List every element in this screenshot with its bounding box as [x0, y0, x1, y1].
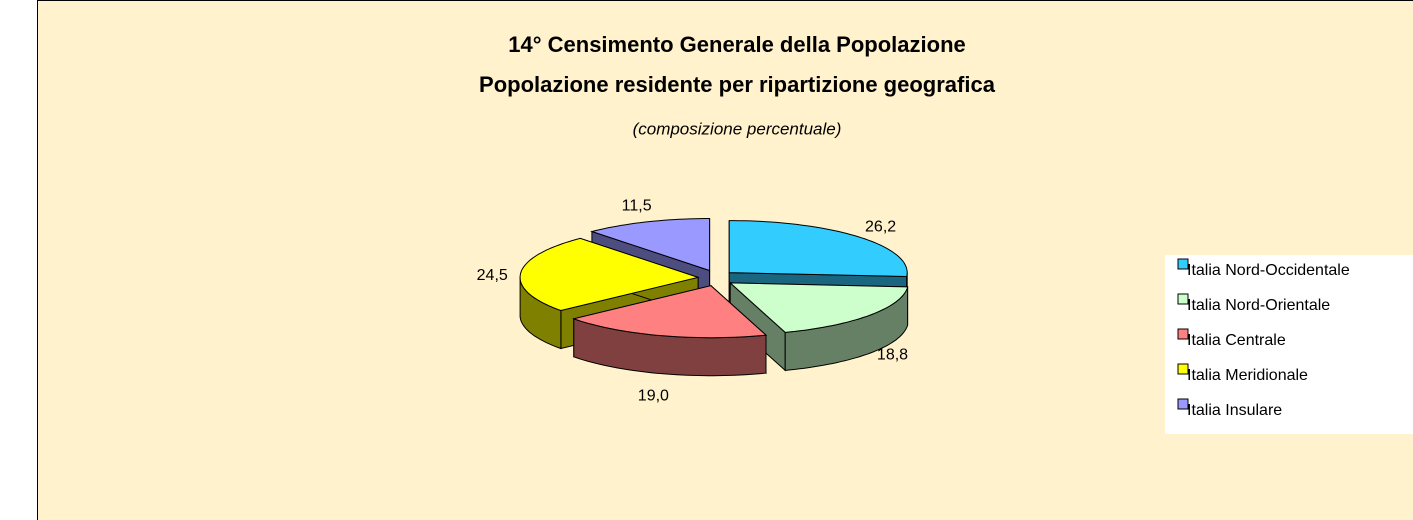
legend: Italia Nord-Occidentale Italia Nord-Orien… — [1165, 255, 1413, 434]
chart-title: Popolazione residente per ripartizione g… — [479, 72, 996, 97]
data-label: 24,5 — [477, 267, 508, 284]
legend-box — [1165, 255, 1413, 434]
slice — [572, 285, 768, 339]
legend-label: Italia Nord-Occidentale — [1187, 262, 1350, 279]
legend-label: Italia Nord-Orientale — [1187, 297, 1330, 314]
chart-title: 14° Censimento Generale della Popolazion… — [508, 32, 966, 57]
legend-marker — [1177, 293, 1189, 305]
slice — [590, 218, 711, 272]
legend-label: Italia Centrale — [1187, 332, 1286, 349]
data-label: 26,2 — [865, 218, 896, 235]
legend-marker — [1177, 398, 1189, 410]
slice — [728, 282, 909, 333]
data-label: 11,5 — [622, 198, 652, 215]
legend-marker — [1177, 258, 1189, 270]
data-label: 18,8 — [877, 347, 908, 364]
legend-label: Italia Insulare — [1187, 402, 1282, 419]
slice — [519, 237, 700, 312]
chart-subtitle: (composizione percentuale) — [633, 119, 842, 138]
legend-marker — [1177, 328, 1189, 340]
legend-marker — [1177, 363, 1189, 375]
data-label: 19,0 — [638, 387, 669, 404]
legend-label: Italia Meridionale — [1187, 367, 1308, 384]
slice — [728, 220, 908, 278]
pie: 26,2 18,8 19,0 24,5 11,5 — [477, 198, 909, 404]
